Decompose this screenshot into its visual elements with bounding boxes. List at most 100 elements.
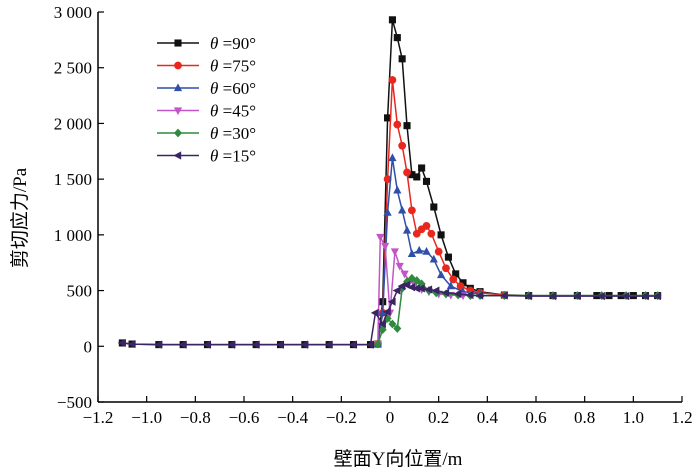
legend-symbol: θ [210,57,223,76]
x-tick-label: 0.4 [477,408,499,427]
data-point [621,292,630,301]
legend-series-name: =90° [223,34,256,53]
data-point [422,246,431,255]
series-theta-75 [373,76,509,348]
x-tick-label: −1.2 [83,408,114,427]
data-point [431,286,440,295]
y-tick-label: −500 [57,393,92,412]
data-point [640,292,649,301]
data-point [402,225,412,234]
data-point [393,324,402,333]
data-point [400,270,409,279]
legend-item: θ =15° [157,147,256,166]
data-point [392,286,401,295]
data-point [572,292,581,301]
y-tick-label: 2 500 [54,59,92,78]
data-point [427,229,436,238]
x-tick-label: 1.2 [671,408,692,427]
legend-item: θ =30° [157,124,256,143]
data-point [378,319,386,329]
data-point [444,253,452,261]
data-point [388,153,397,162]
data-point [412,229,421,238]
data-point [387,297,396,306]
data-point [348,340,357,349]
x-axis-ticks: −1.2 −1.0 −0.8 −0.6 −0.4 −0.2 0 0.2 0.4 0.6 0.8 1.0… [83,396,693,427]
data-point [300,340,309,349]
x-tick-label: 0.6 [525,408,546,427]
y-tick-label: 2 000 [54,114,92,133]
data-point [413,173,421,181]
data-point [417,284,425,293]
legend-marker [173,128,183,138]
data-point [376,233,385,242]
data-point [388,76,397,84]
legend-label: θ =90° [210,34,256,53]
data-point [390,248,399,257]
data-point [429,254,438,263]
x-axis-title: 壁面Y向位置/m [334,448,463,470]
legend-marker [174,61,182,70]
legend-label: θ =60° [210,79,256,98]
data-point [597,292,605,301]
data-point [382,307,391,316]
data-point [388,319,397,329]
data-point [407,249,416,257]
series-line [377,79,505,345]
series-theta-15 [117,280,661,349]
data-point [422,222,431,230]
legend-item: θ =45° [157,102,256,121]
legend-label: θ =30° [210,124,256,143]
data-point [154,340,163,349]
legend-item: θ =75° [157,57,256,76]
data-point [324,340,333,349]
y-axis-ticks: −500 0 500 1 000 1 500 2 000 2 500 3 000 [54,3,104,412]
data-point [422,177,431,185]
data-point [412,276,421,285]
data-point [393,185,402,194]
y-axis-title: 剪切应力/Pa [9,167,31,268]
x-tick-label: 0 [386,408,395,427]
legend-symbol: θ [210,147,223,166]
data-point [449,275,458,284]
y-tick-label: 1 500 [54,170,92,189]
legend-item: θ =60° [157,79,256,98]
data-point [202,340,211,349]
legend-marker [174,39,182,47]
data-point [442,264,450,273]
data-point [524,292,532,301]
data-point [415,245,424,254]
y-tick-label: 500 [67,282,93,301]
data-point [437,231,445,239]
data-point [430,203,438,211]
data-point [373,339,382,349]
data-point [437,270,446,279]
data-point [548,292,557,301]
data-point [395,262,404,271]
data-point [127,339,136,349]
data-point [441,288,450,297]
legend-item: θ =90° [157,34,256,53]
y-tick-label: 1 000 [54,226,92,245]
legend-symbol: θ [210,34,223,53]
legend-marker [173,107,183,116]
legend-series-name: =75° [223,57,256,76]
data-point [434,247,443,256]
data-point [465,290,474,300]
legend-label: θ =75° [210,57,256,76]
series-layer [117,16,662,349]
data-point [178,340,187,349]
x-tick-label: −0.2 [326,408,357,427]
legend-symbol: θ [210,124,223,143]
data-point [378,325,387,334]
legend-series-name: =30° [223,124,256,143]
data-point [393,34,401,42]
data-point [446,281,455,290]
legend: θ =90°θ =75°θ =60°θ =45°θ =30°θ =15° [157,34,256,166]
data-point [251,340,260,349]
data-point [653,292,661,301]
legend-symbol: θ [210,102,223,121]
data-point [403,168,411,177]
legend-series-name: =15° [223,147,256,166]
